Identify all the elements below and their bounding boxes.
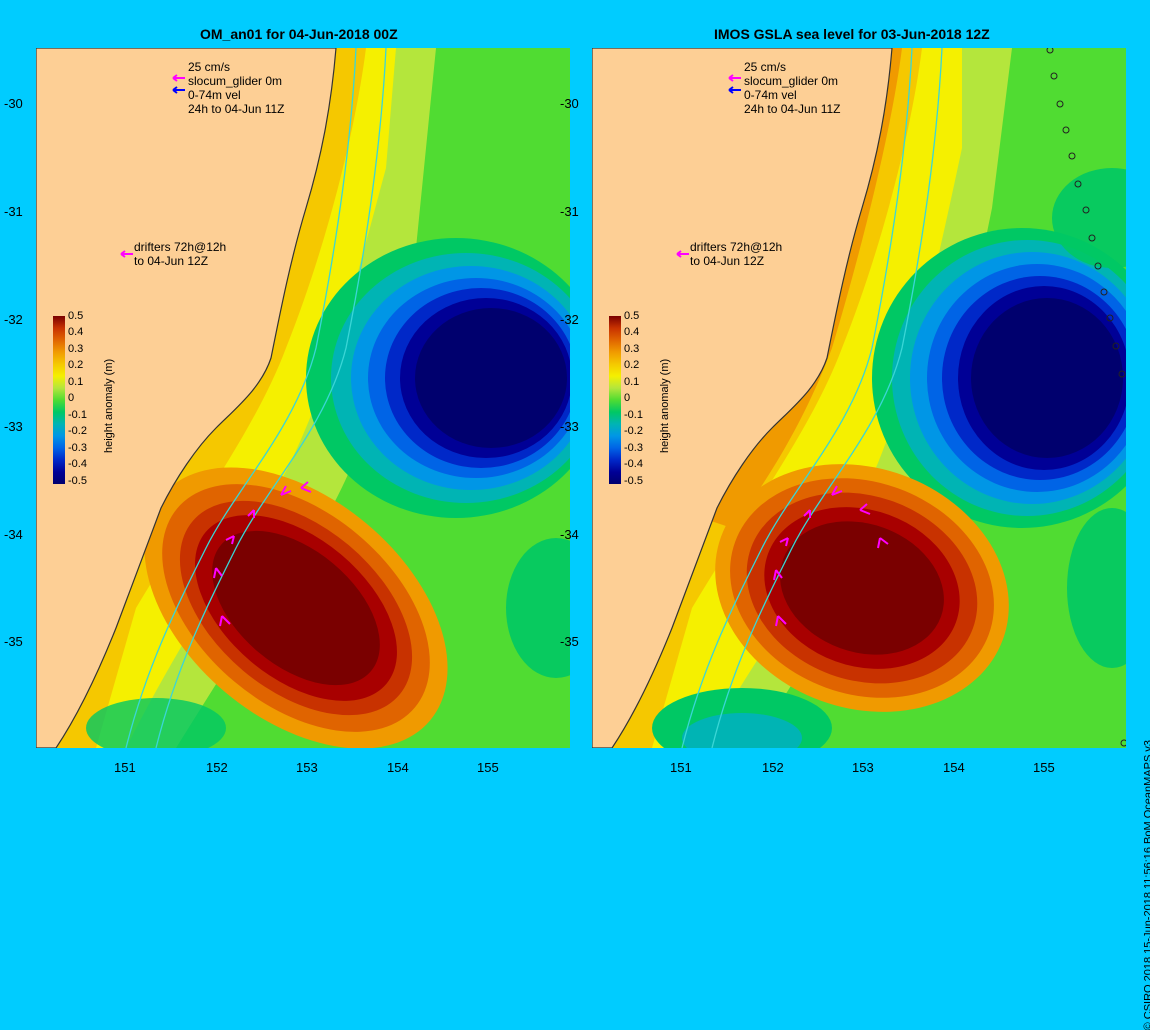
cbar-label: -0.2: [624, 425, 643, 437]
warm-eddy: [144, 467, 448, 748]
cbar-label: 0: [624, 392, 631, 404]
cbar-label: 0.2: [624, 359, 640, 371]
coastline-land: [36, 48, 337, 748]
legend-vectors: 25 cm/s slocum_glider 0m 0-74m vel 24h t…: [188, 60, 285, 116]
colorbar-left: [53, 316, 65, 484]
y-tick-label: -30: [560, 96, 579, 111]
cbar-label: 0.5: [624, 310, 640, 322]
magenta-arrow-icon: [676, 250, 689, 258]
x-tick-label: 154: [943, 760, 965, 775]
legend-drifters: drifters 72h@12h to 04-Jun 12Z: [134, 240, 227, 268]
sea-level-map-left: [36, 48, 570, 748]
y-tick-label: -32: [4, 312, 23, 327]
sea-level-map-right: [592, 48, 1126, 748]
cbar-label: -0.3: [624, 442, 643, 454]
cbar-label: -0.5: [68, 475, 87, 487]
panel-title-left: OM_an01 for 04-Jun-2018 00Z: [200, 26, 398, 42]
y-tick-label: -31: [560, 204, 579, 219]
x-tick-label: 151: [114, 760, 136, 775]
cold-eddy: [306, 238, 570, 518]
map-panel-left: 0.5 0.4 0.3 0.2 0.1 0 -0.1 -0.2 -0.3 -0.…: [36, 48, 570, 748]
warm-eddy: [715, 464, 1009, 712]
x-tick-label: 152: [762, 760, 784, 775]
cbar-label: 0.3: [68, 343, 84, 355]
cbar-label: -0.1: [624, 409, 643, 421]
cbar-label: 0.2: [68, 359, 84, 371]
y-tick-label: -33: [4, 419, 23, 434]
magenta-arrow-icon: [120, 250, 133, 258]
drifter-dots: [1046, 48, 1126, 747]
colorbar-title: height anomaly (m): [103, 358, 115, 453]
y-tick-label: -35: [4, 634, 23, 649]
cbar-label: -0.4: [68, 458, 87, 470]
cold-eddy: [872, 228, 1126, 528]
cbar-label: -0.1: [68, 409, 87, 421]
x-tick-label: 152: [206, 760, 228, 775]
y-tick-label: -34: [4, 527, 23, 542]
x-tick-label: 153: [852, 760, 874, 775]
cbar-label: -0.3: [68, 442, 87, 454]
cbar-label: 0: [68, 392, 75, 404]
legend-drifters: drifters 72h@12h to 04-Jun 12Z: [690, 240, 783, 268]
colorbar-title: height anomaly (m): [659, 358, 671, 453]
y-tick-label: -35: [560, 634, 579, 649]
cbar-label: 0.1: [624, 376, 640, 388]
cbar-label: -0.2: [68, 425, 87, 437]
panel-title-right: IMOS GSLA sea level for 03-Jun-2018 12Z: [714, 26, 990, 42]
y-tick-label: -32: [560, 312, 579, 327]
y-tick-label: -34: [560, 527, 579, 542]
x-tick-label: 151: [670, 760, 692, 775]
x-tick-label: 153: [296, 760, 318, 775]
magenta-arrow-icon: [728, 74, 741, 82]
blue-arrow-icon: [172, 86, 185, 94]
cbar-label: 0.1: [68, 376, 84, 388]
x-tick-label: 154: [387, 760, 409, 775]
credit-text: © CSIRO 2018 15-Jun-2018 11:56:16 BoM Oc…: [1142, 740, 1150, 1030]
cbar-label: 0.3: [624, 343, 640, 355]
colorbar-right: [609, 316, 621, 484]
cbar-label: 0.4: [68, 326, 84, 338]
y-tick-label: -30: [4, 96, 23, 111]
x-tick-label: 155: [477, 760, 499, 775]
y-tick-label: -33: [560, 419, 579, 434]
cbar-label: -0.5: [624, 475, 643, 487]
velocity-arrows: [773, 485, 889, 627]
legend-vectors: 25 cm/s slocum_glider 0m 0-74m vel 24h t…: [744, 60, 841, 116]
velocity-arrows: [213, 481, 312, 627]
magenta-arrow-icon: [172, 74, 185, 82]
cbar-label: 0.4: [624, 326, 640, 338]
blue-arrow-icon: [728, 86, 741, 94]
map-panel-right: 0.5 0.4 0.3 0.2 0.1 0 -0.1 -0.2 -0.3 -0.…: [592, 48, 1126, 748]
y-tick-label: -31: [4, 204, 23, 219]
x-tick-label: 155: [1033, 760, 1055, 775]
cbar-label: 0.5: [68, 310, 84, 322]
cbar-label: -0.4: [624, 458, 643, 470]
